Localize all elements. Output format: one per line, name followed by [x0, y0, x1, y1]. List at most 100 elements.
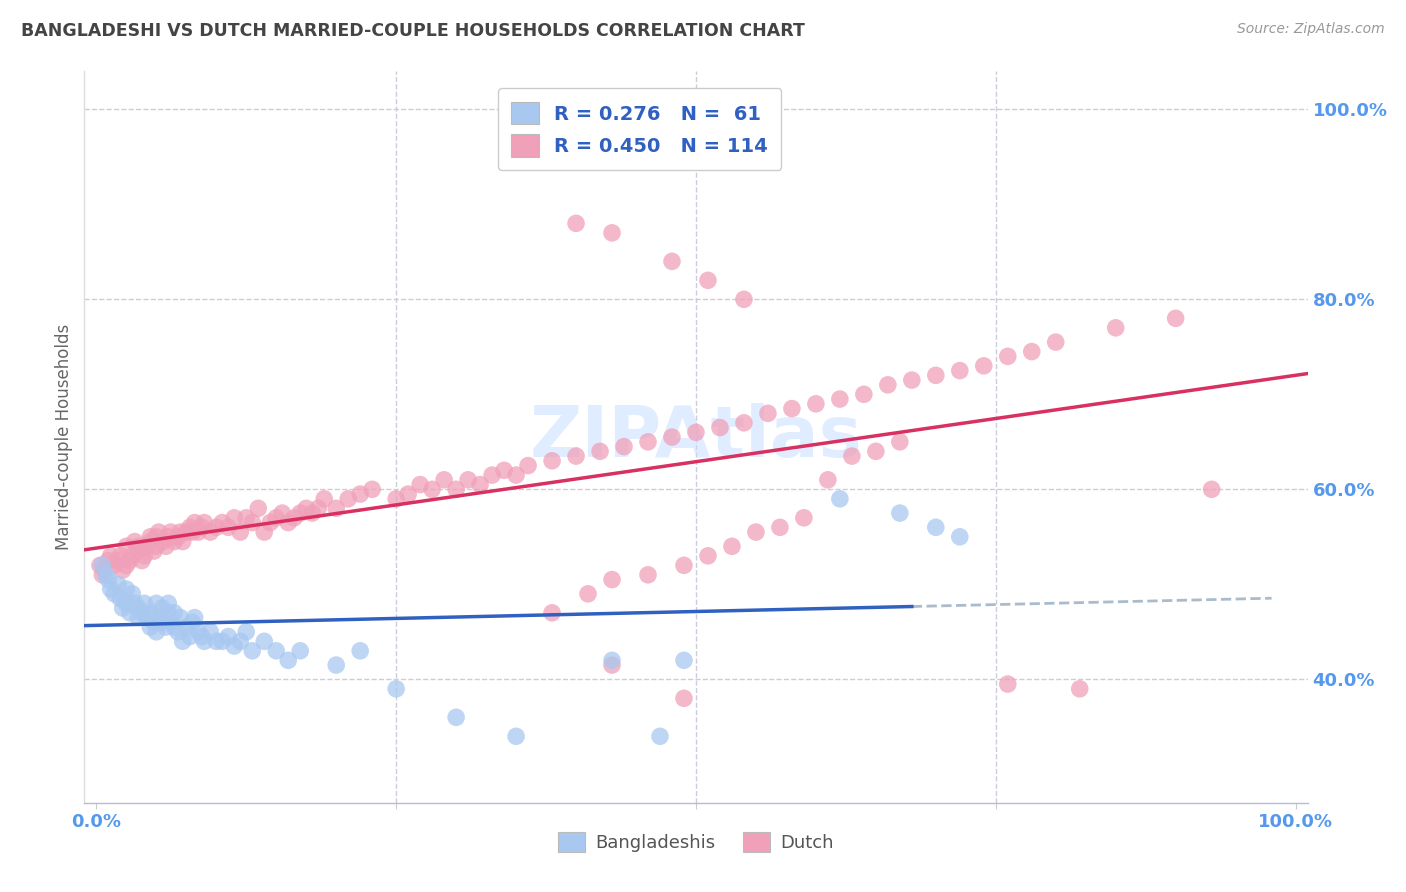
Point [828, 392, 851, 406]
Point [541, 454, 564, 468]
Point [637, 567, 659, 582]
Point [841, 449, 863, 463]
Point [142, 615, 165, 630]
Point [94, 567, 117, 582]
Point [134, 596, 156, 610]
Point [181, 615, 204, 630]
Point [733, 416, 755, 430]
Point [505, 468, 527, 483]
Point [135, 610, 157, 624]
Point [541, 606, 564, 620]
Point [100, 549, 122, 563]
Point [97, 573, 120, 587]
Point [949, 363, 972, 377]
Point [167, 624, 190, 639]
Point [193, 516, 215, 530]
Point [295, 501, 318, 516]
Point [301, 506, 323, 520]
Point [997, 677, 1019, 691]
Point [290, 644, 312, 658]
Point [637, 434, 659, 449]
Point [756, 406, 779, 420]
Point [205, 520, 228, 534]
Point [613, 440, 636, 454]
Point [494, 463, 516, 477]
Point [155, 620, 177, 634]
Point [91, 567, 114, 582]
Point [229, 634, 252, 648]
Point [200, 524, 222, 539]
Point [163, 606, 186, 620]
Point [134, 549, 156, 563]
Point [224, 511, 246, 525]
Point [217, 630, 239, 644]
Point [283, 511, 305, 525]
Point [852, 387, 875, 401]
Point [115, 558, 138, 573]
Point [127, 544, 149, 558]
Point [100, 582, 122, 596]
Point [115, 596, 138, 610]
Point [290, 506, 312, 520]
Point [600, 573, 623, 587]
Point [97, 553, 120, 567]
Point [169, 610, 191, 624]
Point [769, 520, 792, 534]
Point [247, 501, 270, 516]
Point [505, 729, 527, 743]
Point [409, 477, 432, 491]
Point [115, 539, 138, 553]
Point [124, 534, 146, 549]
Point [183, 516, 205, 530]
Point [191, 630, 214, 644]
Point [672, 653, 695, 667]
Point [150, 615, 173, 630]
Point [91, 558, 114, 573]
Point [277, 516, 299, 530]
Point [1045, 335, 1067, 350]
Point [139, 606, 162, 620]
Point [481, 468, 503, 483]
Point [876, 377, 898, 392]
Text: BANGLADESHI VS DUTCH MARRIED-COUPLE HOUSEHOLDS CORRELATION CHART: BANGLADESHI VS DUTCH MARRIED-COUPLE HOUS… [21, 22, 806, 40]
Point [139, 534, 162, 549]
Point [1164, 311, 1187, 326]
Point [224, 639, 246, 653]
Point [110, 549, 132, 563]
Point [139, 620, 162, 634]
Point [259, 516, 281, 530]
Point [264, 511, 287, 525]
Point [142, 544, 165, 558]
Point [264, 644, 287, 658]
Point [253, 634, 276, 648]
Point [121, 587, 143, 601]
Point [444, 710, 467, 724]
Point [385, 491, 408, 506]
Point [697, 549, 720, 563]
Point [121, 549, 143, 563]
Point [385, 681, 408, 696]
Point [145, 624, 167, 639]
Point [804, 397, 827, 411]
Point [337, 491, 360, 506]
Point [325, 501, 347, 516]
Point [89, 558, 111, 573]
Legend: Bangladeshis, Dutch: Bangladeshis, Dutch [551, 825, 841, 860]
Point [709, 420, 731, 434]
Point [1069, 681, 1091, 696]
Point [457, 473, 479, 487]
Point [253, 524, 276, 539]
Point [169, 524, 191, 539]
Point [211, 634, 233, 648]
Point [118, 606, 141, 620]
Point [697, 273, 720, 287]
Point [179, 520, 201, 534]
Point [1201, 483, 1223, 497]
Point [148, 524, 170, 539]
Point [187, 524, 209, 539]
Point [172, 534, 194, 549]
Point [433, 473, 456, 487]
Point [217, 520, 239, 534]
Point [157, 530, 180, 544]
Point [193, 634, 215, 648]
